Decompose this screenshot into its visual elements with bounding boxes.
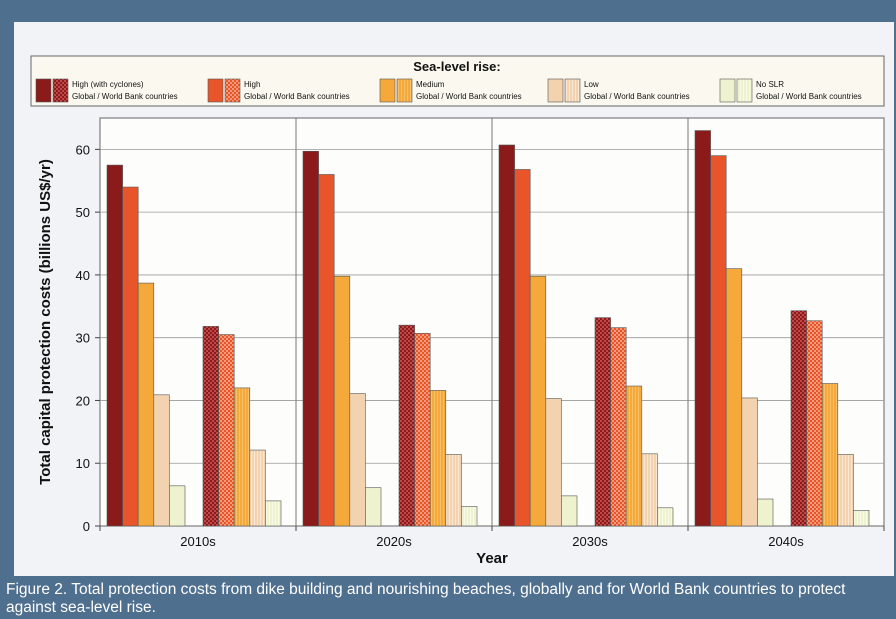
- legend-swatch-world-bank: [736, 78, 753, 103]
- bar-no_slr-world_bank-2010s: [265, 500, 282, 527]
- x-tick-label: 2020s: [376, 534, 412, 549]
- legend-swatch-world-bank: [396, 78, 413, 103]
- bar-medium-global-2020s: [333, 275, 351, 527]
- legend-swatch-global: [719, 78, 736, 103]
- x-tick-label: 2010s: [180, 534, 216, 549]
- bar-medium-world_bank-2020s: [429, 390, 447, 527]
- bar-medium-world_bank-2040s: [821, 383, 839, 527]
- legend-entry-name: Medium: [416, 80, 445, 89]
- bar-high-global-2030s: [514, 169, 531, 527]
- legend-swatch-global: [547, 78, 564, 103]
- bar-no_slr-global-2040s: [757, 498, 774, 527]
- bar-low-global-2010s: [153, 394, 170, 527]
- legend-swatch-world-bank: [564, 78, 581, 103]
- bar-chart: Sea-level rise: High (with cyclones) Glob…: [30, 55, 885, 567]
- bar-low-world_bank-2020s: [445, 454, 462, 527]
- legend-swatch-global: [379, 78, 396, 103]
- legend-swatch-global: [207, 78, 224, 103]
- bar-high_cyclones-world_bank-2010s: [202, 326, 219, 527]
- bar-no_slr-global-2020s: [365, 487, 382, 527]
- bar-low-world_bank-2040s: [837, 454, 854, 527]
- bar-high-global-2010s: [122, 186, 139, 527]
- bar-high-world_bank-2010s: [218, 334, 235, 527]
- x-tick-label: 2040s: [768, 534, 804, 549]
- y-tick-label: 50: [76, 205, 90, 220]
- bar-high-world_bank-2040s: [806, 320, 823, 527]
- bar-high_cyclones-global-2020s: [302, 150, 319, 527]
- bar-medium-global-2010s: [137, 282, 155, 527]
- legend-title: Sea-level rise:: [413, 59, 500, 74]
- bar-high-world_bank-2030s: [610, 327, 627, 527]
- legend-entry-groups: Global / World Bank countries: [756, 92, 862, 101]
- bar-no_slr-world_bank-2020s: [461, 506, 478, 527]
- bar-high-world_bank-2020s: [414, 332, 431, 527]
- bar-low-global-2040s: [741, 397, 758, 527]
- bar-low-world_bank-2010s: [249, 449, 266, 527]
- bar-low-world_bank-2030s: [641, 453, 658, 527]
- bar-low-global-2020s: [349, 393, 366, 527]
- y-tick-label: 20: [76, 393, 90, 408]
- bar-high-global-2040s: [710, 155, 727, 527]
- bar-no_slr-global-2010s: [169, 485, 186, 527]
- bar-medium-world_bank-2010s: [233, 387, 251, 527]
- y-tick-label: 0: [83, 519, 90, 534]
- bar-high_cyclones-world_bank-2040s: [790, 310, 807, 527]
- legend-entry-name: High: [244, 80, 260, 89]
- figure-frame: Sea-level rise: High (with cyclones) Glob…: [14, 22, 894, 576]
- bar-medium-global-2040s: [725, 268, 743, 527]
- y-tick-label: 40: [76, 268, 90, 283]
- legend-entry-groups: Global / World Bank countries: [72, 92, 178, 101]
- bar-high_cyclones-world_bank-2020s: [398, 324, 415, 527]
- bar-low-global-2030s: [545, 398, 562, 527]
- y-tick-label: 30: [76, 331, 90, 346]
- bar-high_cyclones-world_bank-2030s: [594, 317, 611, 527]
- x-tick-label: 2030s: [572, 534, 608, 549]
- legend-entry-groups: Global / World Bank countries: [416, 92, 522, 101]
- legend-swatch-world-bank: [224, 78, 241, 103]
- bar-medium-world_bank-2030s: [625, 385, 643, 527]
- y-tick-label: 60: [76, 142, 90, 157]
- bar-high_cyclones-global-2010s: [106, 164, 123, 527]
- legend-swatch-world-bank: [52, 78, 69, 103]
- y-axis-label: Total capital protection costs (billions…: [37, 159, 54, 485]
- bar-high-global-2020s: [318, 174, 335, 527]
- legend-entry-groups: Global / World Bank countries: [244, 92, 350, 101]
- legend-entry-groups: Global / World Bank countries: [584, 92, 690, 101]
- bar-no_slr-world_bank-2030s: [657, 507, 674, 527]
- bar-high_cyclones-global-2030s: [498, 144, 515, 527]
- legend-swatch-global: [35, 78, 52, 103]
- bar-no_slr-world_bank-2040s: [853, 510, 870, 527]
- bar-high_cyclones-global-2040s: [694, 130, 711, 527]
- bar-medium-global-2030s: [529, 275, 547, 527]
- x-axis-label: Year: [476, 550, 508, 567]
- bar-no_slr-global-2030s: [561, 495, 578, 527]
- legend-entry-name: No SLR: [756, 80, 784, 89]
- legend-entry-name: Low: [584, 80, 599, 89]
- y-tick-label: 10: [76, 456, 90, 471]
- figure-caption: Figure 2. Total protection costs from di…: [6, 581, 846, 616]
- legend-entry-name: High (with cyclones): [72, 80, 144, 89]
